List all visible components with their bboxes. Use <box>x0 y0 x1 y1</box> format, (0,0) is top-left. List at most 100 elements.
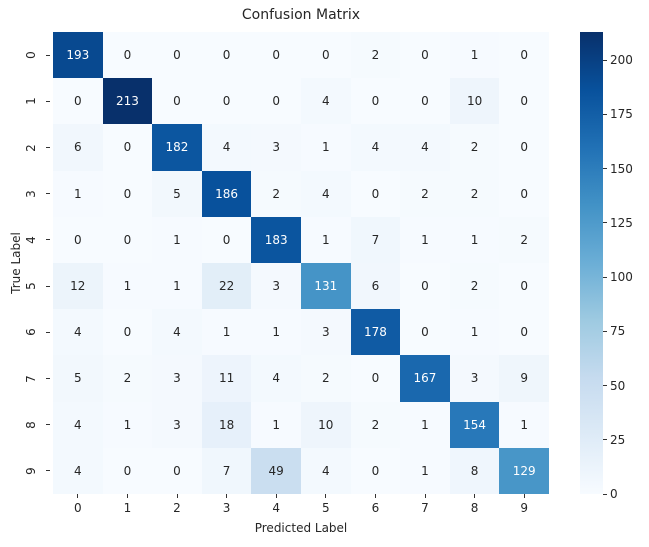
colorbar-tick: 100 <box>603 270 633 284</box>
heatmap-cell: 3 <box>251 263 301 310</box>
heatmap-cell: 0 <box>102 447 153 494</box>
heatmap-cell: 0 <box>201 78 252 125</box>
heatmap-cell: 183 <box>251 216 301 263</box>
heatmap-cell: 4 <box>400 124 450 171</box>
heatmap-cell: 0 <box>102 216 153 263</box>
heatmap-cell: 3 <box>152 401 202 448</box>
heatmap-cell: 7 <box>350 216 401 263</box>
heatmap-cell: 0 <box>53 78 103 125</box>
heatmap-cell: 8 <box>449 447 500 494</box>
heatmap-cell: 0 <box>201 216 252 263</box>
x-tick: 7 <box>415 494 435 515</box>
y-tick: 0 <box>24 45 50 65</box>
heatmap-cell: 0 <box>251 32 301 79</box>
heatmap-cell: 1 <box>53 170 103 217</box>
heatmap-cell: 4 <box>53 447 103 494</box>
chart-title: Confusion Matrix <box>241 7 361 23</box>
confusion-matrix-heatmap: 193 0 0 0 0 0 2 0 1 0 0 213 0 0 0 4 0 0 10 0 6 0 182 4 3 1 4 4 2 0 1 0 5… <box>53 32 549 494</box>
heatmap-cell: 5 <box>152 170 202 217</box>
heatmap-cell: 0 <box>499 309 549 356</box>
heatmap-cell: 0 <box>350 447 401 494</box>
heatmap-cell: 0 <box>152 32 202 79</box>
heatmap-cell: 2 <box>499 216 549 263</box>
y-tick: 3 <box>24 184 50 204</box>
heatmap-cell: 0 <box>400 263 450 310</box>
heatmap-cell: 2 <box>449 263 500 310</box>
heatmap-cell: 2 <box>449 124 500 171</box>
heatmap-cell: 4 <box>152 309 202 356</box>
heatmap-cell: 1 <box>400 216 450 263</box>
heatmap-cell: 167 <box>400 355 450 402</box>
heatmap-cell: 3 <box>449 355 500 402</box>
heatmap-cell: 0 <box>400 78 450 125</box>
heatmap-cell: 4 <box>251 355 301 402</box>
heatmap-cell: 4 <box>53 401 103 448</box>
heatmap-cell: 0 <box>499 78 549 125</box>
heatmap-cell: 2 <box>300 355 351 402</box>
heatmap-cell: 1 <box>449 32 500 79</box>
heatmap-cell: 4 <box>300 447 351 494</box>
y-tick: 8 <box>24 415 50 435</box>
x-tick: 2 <box>167 494 187 515</box>
heatmap-cell: 0 <box>102 32 153 79</box>
heatmap-cell: 154 <box>449 401 500 448</box>
heatmap-cell: 0 <box>499 263 549 310</box>
y-tick: 6 <box>24 322 50 342</box>
heatmap-cell: 0 <box>499 170 549 217</box>
heatmap-cell: 0 <box>400 32 450 79</box>
heatmap-cell: 3 <box>152 355 202 402</box>
x-tick: 0 <box>68 494 88 515</box>
heatmap-cell: 0 <box>499 32 549 79</box>
heatmap-cell: 4 <box>201 124 252 171</box>
heatmap-cell: 2 <box>251 170 301 217</box>
heatmap-cell: 186 <box>201 170 252 217</box>
heatmap-cell: 1 <box>152 263 202 310</box>
heatmap-cell: 0 <box>53 216 103 263</box>
heatmap-cell: 0 <box>350 78 401 125</box>
x-tick: 3 <box>217 494 237 515</box>
x-axis-label: Predicted Label <box>254 521 348 535</box>
heatmap-cell: 4 <box>350 124 401 171</box>
heatmap-cell: 1 <box>400 401 450 448</box>
y-tick: 5 <box>24 276 50 296</box>
heatmap-cell: 6 <box>350 263 401 310</box>
heatmap-cell: 0 <box>300 32 351 79</box>
colorbar-tick: 150 <box>603 162 633 176</box>
colorbar-tick: 25 <box>603 433 625 447</box>
heatmap-cell: 0 <box>201 32 252 79</box>
colorbar-tick: 0 <box>603 487 618 501</box>
heatmap-cell: 0 <box>102 124 153 171</box>
heatmap-cell: 2 <box>350 401 401 448</box>
heatmap-cell: 0 <box>102 309 153 356</box>
colorbar-tick: 50 <box>603 379 625 393</box>
heatmap-cell: 11 <box>201 355 252 402</box>
heatmap-cell: 1 <box>300 216 351 263</box>
heatmap-cell: 12 <box>53 263 103 310</box>
heatmap-cell: 2 <box>350 32 401 79</box>
y-axis-label: True Label <box>9 232 23 294</box>
x-tick: 6 <box>365 494 385 515</box>
y-tick: 2 <box>24 138 50 158</box>
colorbar-tick: 200 <box>603 53 633 67</box>
heatmap-cell: 6 <box>53 124 103 171</box>
x-tick: 9 <box>514 494 534 515</box>
heatmap-cell: 9 <box>499 355 549 402</box>
heatmap-cell: 1 <box>300 124 351 171</box>
heatmap-cell: 22 <box>201 263 252 310</box>
x-tick: 8 <box>465 494 485 515</box>
y-tick: 7 <box>24 369 50 389</box>
heatmap-cell: 10 <box>449 78 500 125</box>
heatmap-cell: 3 <box>251 124 301 171</box>
heatmap-cell: 4 <box>300 170 351 217</box>
heatmap-cell: 0 <box>152 78 202 125</box>
heatmap-cell: 0 <box>350 170 401 217</box>
heatmap-cell: 1 <box>449 309 500 356</box>
heatmap-cell: 49 <box>251 447 301 494</box>
colorbar-tick: 175 <box>603 107 633 121</box>
heatmap-cell: 193 <box>53 32 103 79</box>
x-tick: 4 <box>266 494 286 515</box>
y-tick: 4 <box>24 230 50 250</box>
heatmap-cell: 1 <box>102 401 153 448</box>
heatmap-cell: 0 <box>251 78 301 125</box>
heatmap-cell: 4 <box>53 309 103 356</box>
